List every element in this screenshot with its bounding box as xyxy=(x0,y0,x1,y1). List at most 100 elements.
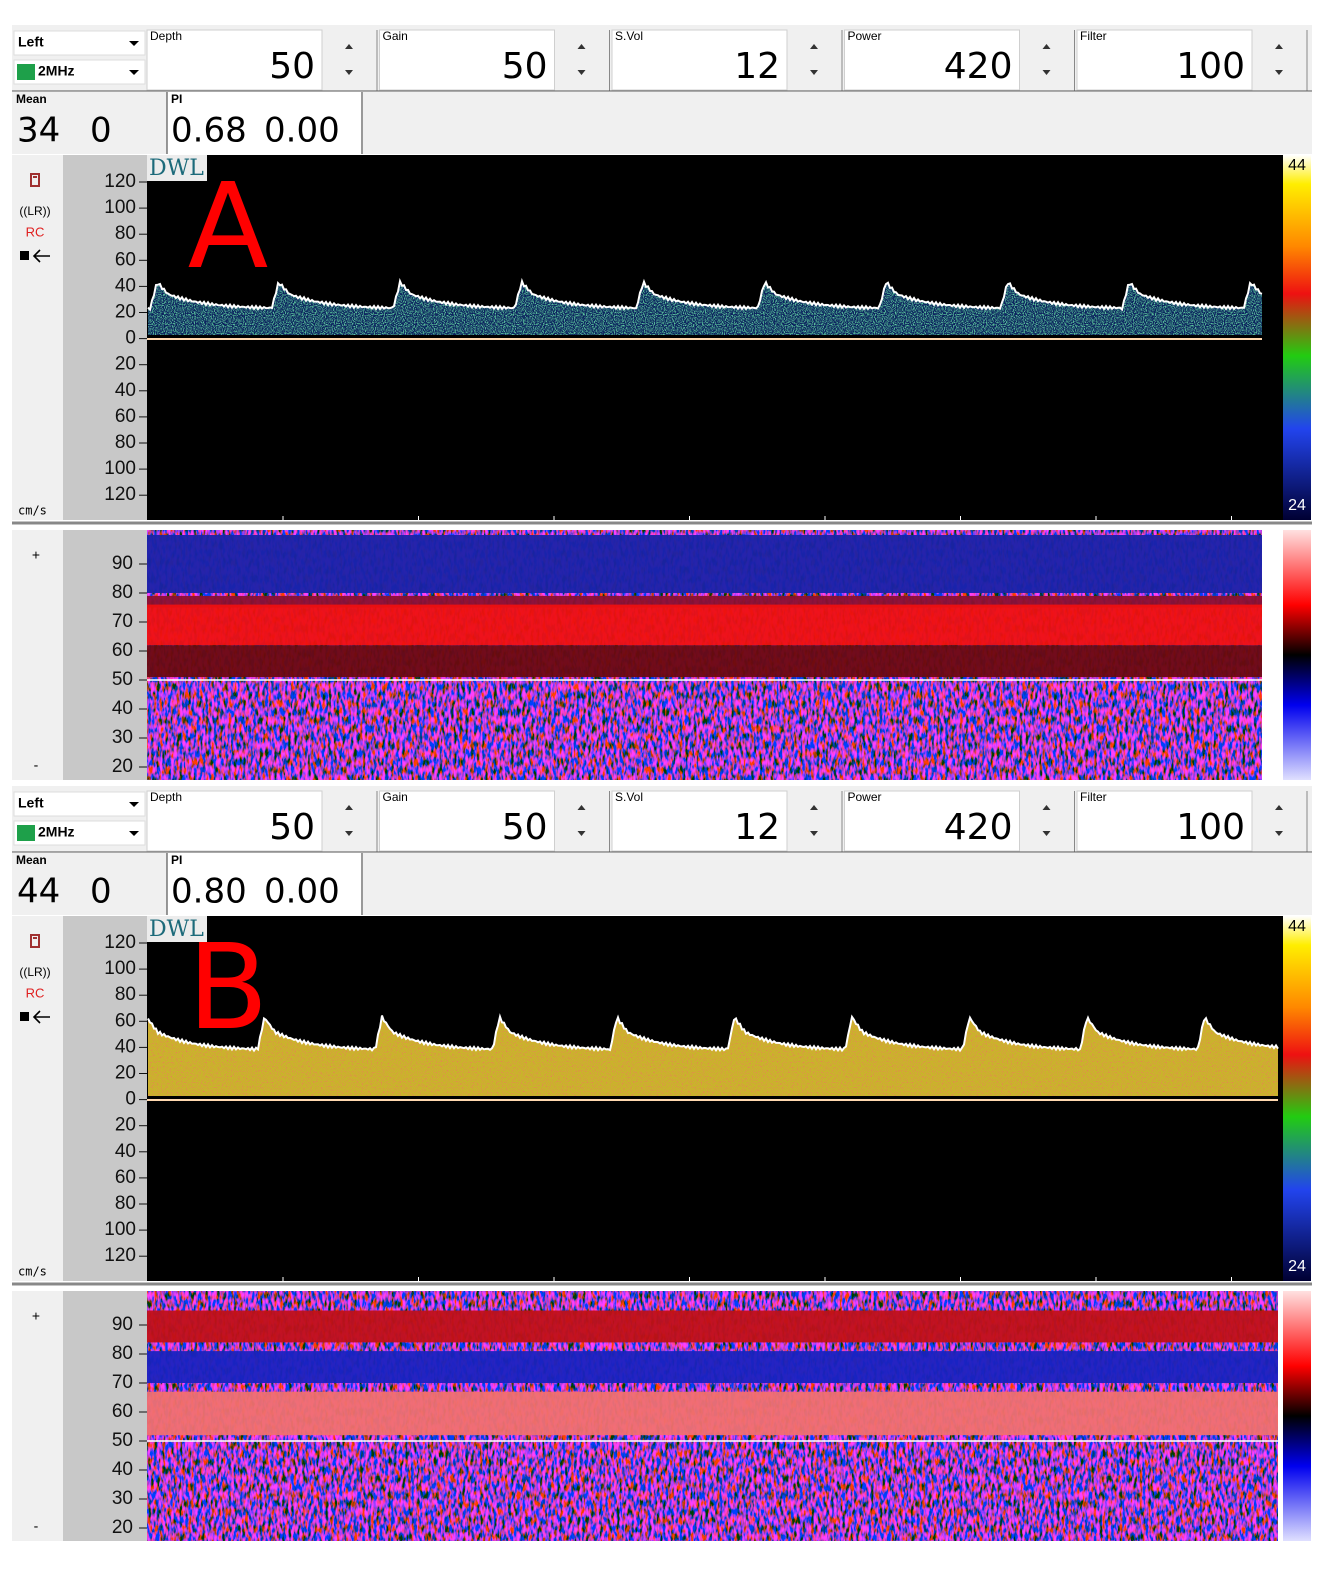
velocity-tick: 80 xyxy=(115,984,136,1005)
spin-up[interactable] xyxy=(1275,44,1283,49)
spin-up[interactable] xyxy=(345,805,353,810)
field-box xyxy=(844,790,1020,852)
field-value: 420 xyxy=(944,46,1013,87)
field-box xyxy=(1076,790,1253,852)
tick-area xyxy=(63,1291,147,1541)
spin-down[interactable] xyxy=(1042,70,1051,75)
spin-up[interactable] xyxy=(577,44,586,49)
velocity-tick: 120 xyxy=(104,932,136,953)
panel: Left 2MHz Depth 50 Gain 50 S.Vol 12 Power 420 Filt… xyxy=(12,25,1312,780)
velocity-tick: 20 xyxy=(115,1063,136,1084)
field-box xyxy=(146,29,323,91)
mmode-colorbar xyxy=(1283,1291,1311,1541)
velocity-tick: 120 xyxy=(104,484,136,505)
spin-up[interactable] xyxy=(345,44,353,49)
field-value: 50 xyxy=(269,807,315,848)
spin-down[interactable] xyxy=(1275,70,1283,75)
colorbar-top: 44 xyxy=(1288,157,1306,174)
spin-up[interactable] xyxy=(810,805,818,810)
mean-value: 44 xyxy=(17,872,60,912)
tick-area xyxy=(63,916,147,1281)
pi-value: 0.00 xyxy=(264,111,340,151)
spin-down[interactable] xyxy=(345,831,353,836)
spin-up[interactable] xyxy=(1042,805,1051,810)
mmode-band xyxy=(147,1391,1278,1436)
probe-icon xyxy=(30,934,40,948)
spin-down[interactable] xyxy=(810,831,818,836)
flow-envelope xyxy=(147,1013,1279,1053)
mean-box xyxy=(12,92,167,154)
mode-icon: RC xyxy=(26,985,45,1000)
field-value: 100 xyxy=(1176,807,1245,848)
pi-title: PI xyxy=(171,853,182,867)
depth-tick: 40 xyxy=(112,698,133,719)
panel-letter: B xyxy=(188,918,269,1056)
velocity-tick: 120 xyxy=(104,1245,136,1266)
velocity-tick: 120 xyxy=(104,171,136,192)
logo-box xyxy=(147,916,207,942)
spectrum-plot xyxy=(147,916,1283,1281)
field-box xyxy=(611,790,788,852)
velocity-tick: 60 xyxy=(115,406,136,427)
sidebar xyxy=(12,530,63,780)
spin-down[interactable] xyxy=(577,831,586,836)
field-value: 12 xyxy=(734,807,780,848)
colorbar-bottom: 24 xyxy=(1288,497,1306,514)
spin-down[interactable] xyxy=(810,70,818,75)
probe-value: 2MHz xyxy=(38,63,75,79)
depth-tick: 90 xyxy=(112,553,133,574)
sidebar xyxy=(12,155,63,520)
mode-icon: RC xyxy=(26,224,45,239)
spectrum-colorbar xyxy=(1283,916,1311,1281)
depth-tick: 80 xyxy=(112,582,133,603)
logo: DWL xyxy=(149,156,204,181)
mmode-colorbar xyxy=(1283,530,1311,780)
velocity-tick: 80 xyxy=(115,1193,136,1214)
velocity-tick: 0 xyxy=(125,328,136,349)
side-select xyxy=(13,30,146,56)
direction-arrow xyxy=(32,249,50,263)
depth-tick: 20 xyxy=(112,756,133,777)
mmode-band xyxy=(147,535,1262,593)
field-box xyxy=(379,790,555,852)
field-value: 50 xyxy=(502,46,548,87)
dropdown-arrow xyxy=(129,831,139,836)
spin-down[interactable] xyxy=(577,70,586,75)
mode-icon: ((LR)) xyxy=(19,204,50,218)
velocity-tick: 40 xyxy=(115,1141,136,1162)
probe-value: 2MHz xyxy=(38,824,75,840)
status-fill xyxy=(363,853,1312,915)
spin-down[interactable] xyxy=(345,70,353,75)
velocity-tick: 20 xyxy=(115,302,136,323)
velocity-tick: 60 xyxy=(115,1010,136,1031)
field-label: Filter xyxy=(1080,790,1107,804)
colorbar-bottom: 24 xyxy=(1288,1258,1306,1275)
field-box xyxy=(379,29,555,91)
field-value: 50 xyxy=(269,46,315,87)
spin-down[interactable] xyxy=(1042,831,1051,836)
spin-up[interactable] xyxy=(1042,44,1051,49)
probe-swatch xyxy=(17,825,35,841)
depth-tick: 30 xyxy=(112,727,133,748)
velocity-tick: 80 xyxy=(115,432,136,453)
depth-tick: 40 xyxy=(112,1459,133,1480)
spin-up[interactable] xyxy=(577,805,586,810)
spin-up[interactable] xyxy=(810,44,818,49)
velocity-tick: 100 xyxy=(104,197,136,218)
depth-tick: 70 xyxy=(112,611,133,632)
velocity-tick: 60 xyxy=(115,1167,136,1188)
dropdown-arrow xyxy=(129,41,139,46)
spin-down[interactable] xyxy=(1275,831,1283,836)
minus-sign: - xyxy=(34,1518,39,1534)
velocity-tick: 100 xyxy=(104,958,136,979)
field-box xyxy=(1076,29,1253,91)
direction-square xyxy=(20,251,29,260)
velocity-tick: 80 xyxy=(115,223,136,244)
mmode-band xyxy=(147,604,1262,646)
panel: Left 2MHz Depth 50 Gain 50 S.Vol 12 Power 420 Filt… xyxy=(12,786,1312,1541)
field-label: Depth xyxy=(150,29,182,43)
velocity-tick: 40 xyxy=(115,380,136,401)
spectrum-plot xyxy=(147,155,1283,520)
spin-up[interactable] xyxy=(1275,805,1283,810)
